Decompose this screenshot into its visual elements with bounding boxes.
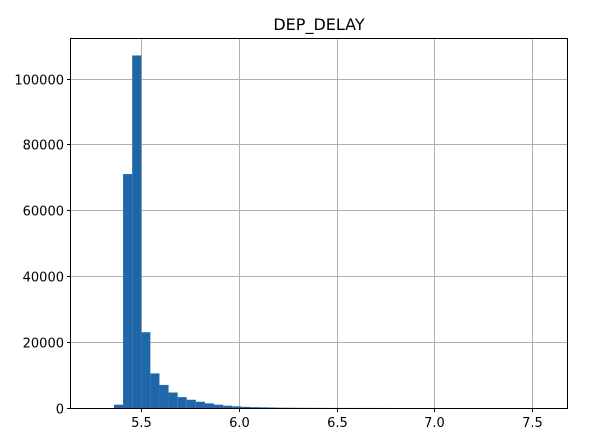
histogram-bar — [195, 401, 205, 408]
histogram-bar — [141, 332, 151, 408]
histogram-bar — [259, 407, 269, 408]
histogram-bar — [132, 55, 142, 409]
histogram-bar — [223, 405, 233, 408]
histogram-bar — [241, 406, 251, 408]
x-tick-label: 7.5 — [522, 416, 543, 431]
y-tick-label: 100000 — [14, 74, 64, 89]
x-axis: 5.5 6.0 6.5 7.0 7.5 — [131, 408, 543, 431]
histogram-bar — [232, 406, 242, 408]
y-tick-label: 40000 — [23, 271, 64, 286]
y-tick-label: 80000 — [23, 139, 64, 154]
histogram-bar — [214, 404, 224, 408]
histogram-bar — [204, 403, 215, 408]
y-tick-label: 60000 — [23, 205, 64, 220]
x-tick-label: 6.0 — [229, 416, 250, 431]
x-tick-label: 5.5 — [131, 416, 152, 431]
histogram-bar — [250, 407, 260, 408]
histogram-bar — [150, 373, 160, 408]
y-axis: 0 20000 40000 60000 80000 100000 — [14, 74, 71, 418]
x-tick-label: 7.0 — [424, 416, 445, 431]
y-tick-label: 20000 — [23, 337, 64, 352]
histogram-bar — [159, 384, 169, 408]
histogram-bar — [186, 399, 196, 408]
histogram-bar — [113, 404, 124, 408]
chart-title: DEP_DELAY — [273, 15, 364, 35]
histogram-bar — [123, 174, 133, 408]
y-tick-label: 0 — [56, 403, 64, 418]
bars — [113, 55, 569, 409]
histogram-bar — [177, 397, 187, 408]
plot-frame — [70, 38, 568, 409]
histogram-bar — [168, 392, 178, 408]
x-tick-label: 6.5 — [327, 416, 348, 431]
